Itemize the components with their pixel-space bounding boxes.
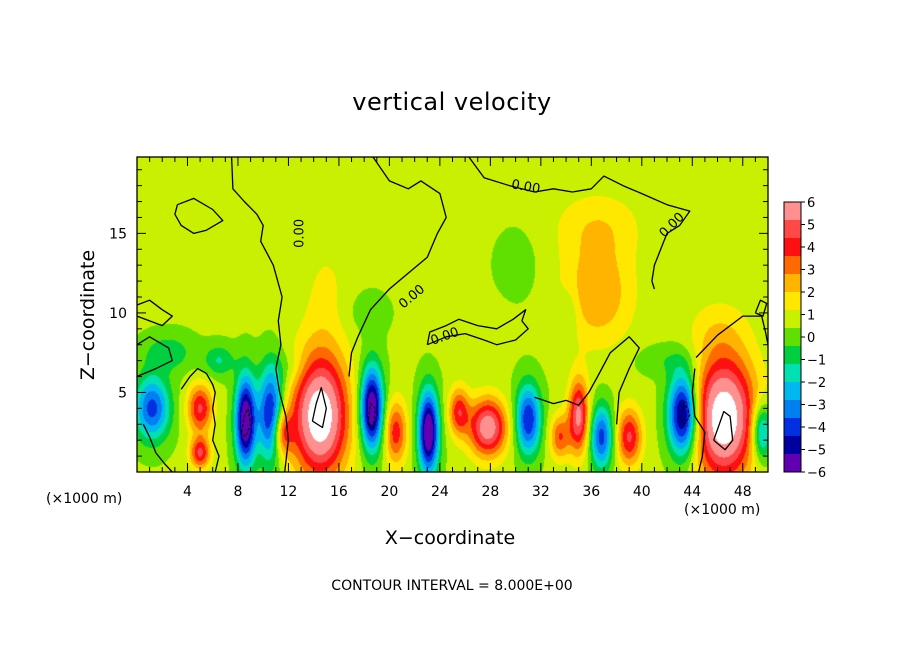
colorbar-band-6 <box>784 310 801 329</box>
x-tick-label-44: 44 <box>683 484 701 500</box>
contour-line-10 <box>691 368 706 473</box>
contour-line-dashed-2 <box>679 400 691 426</box>
colorbar-band-5 <box>784 292 801 311</box>
colorbar-band-3 <box>784 256 801 275</box>
x-tick-label-12: 12 <box>280 484 298 500</box>
y-axis-label: Z−coordinate <box>77 249 99 381</box>
colorbar-label-12: −6 <box>807 466 826 481</box>
contour-line-7 <box>136 299 173 327</box>
x-tick-label-16: 16 <box>330 484 348 500</box>
x-tick-label-48: 48 <box>734 484 752 500</box>
chart-title: vertical velocity <box>352 88 552 116</box>
contour-line-dashed-0 <box>241 406 252 439</box>
y-tick-label-10: 10 <box>109 306 127 322</box>
colorbar-label-3: 3 <box>807 264 815 279</box>
x-axis-label: X−coordinate <box>384 527 516 549</box>
contour-line-9 <box>142 424 173 473</box>
velocity-field <box>137 157 768 472</box>
colorbar-label-9: −3 <box>807 399 826 414</box>
colorbar-band-14 <box>784 454 801 473</box>
colorbar-band-4 <box>784 274 801 293</box>
contour-line-0 <box>230 156 290 473</box>
colorbar-band-2 <box>784 238 801 257</box>
contour-line-13 <box>311 387 327 429</box>
x-unit-left: (×1000 m) <box>46 491 123 507</box>
x-tick-label-40: 40 <box>633 484 651 500</box>
contour-line-dashed-1 <box>367 402 377 429</box>
contour-line-2 <box>468 156 691 290</box>
colorbar-label-10: −4 <box>807 421 826 436</box>
colorbar-label-8: −2 <box>807 376 826 391</box>
contour-line-11 <box>695 315 769 358</box>
contour-line-5 <box>180 367 220 473</box>
contour-line-1 <box>348 156 447 377</box>
colorbar-band-10 <box>784 382 801 401</box>
colorbar-label-2: 4 <box>807 241 815 256</box>
y-tick-label-5: 5 <box>118 385 127 401</box>
contour-line-12 <box>754 299 768 317</box>
contour-label-0: 0.00 <box>292 219 307 248</box>
colorbar-band-7 <box>784 328 801 347</box>
x-tick-label-32: 32 <box>532 484 550 500</box>
x-tick-label-24: 24 <box>431 484 449 500</box>
colorbar-label-11: −5 <box>807 444 826 459</box>
colorbar-label-0: 6 <box>807 196 815 211</box>
contour-line-4 <box>426 309 529 346</box>
colorbar-band-1 <box>784 220 801 239</box>
colorbar-band-13 <box>784 436 801 455</box>
colorbar-band-12 <box>784 418 801 437</box>
contour-interval-caption: CONTOUR INTERVAL = 8.000E+00 <box>331 578 573 594</box>
contour-line-14 <box>713 410 734 451</box>
colorbar-label-4: 2 <box>807 286 815 301</box>
colorbar-label-5: 1 <box>807 309 815 324</box>
x-tick-label-8: 8 <box>233 484 242 500</box>
contour-line-8 <box>534 336 640 425</box>
contour-line-6 <box>136 336 173 378</box>
colorbar-label-7: −1 <box>807 354 826 369</box>
x-tick-label-4: 4 <box>183 484 192 500</box>
x-unit-right: (×1000 m) <box>684 502 761 518</box>
x-tick-label-28: 28 <box>481 484 499 500</box>
colorbar-label-6: 0 <box>807 331 815 346</box>
colorbar-label-1: 5 <box>807 219 815 234</box>
colorbar-band-0 <box>784 202 801 221</box>
contour-line-3 <box>174 197 224 235</box>
contour-label-3: 0.00 <box>510 177 541 197</box>
x-tick-label-36: 36 <box>582 484 600 500</box>
colorbar-band-9 <box>784 364 801 383</box>
x-tick-label-20: 20 <box>380 484 398 500</box>
colorbar-band-11 <box>784 400 801 419</box>
colorbar-band-8 <box>784 346 801 365</box>
y-tick-label-15: 15 <box>109 226 127 242</box>
